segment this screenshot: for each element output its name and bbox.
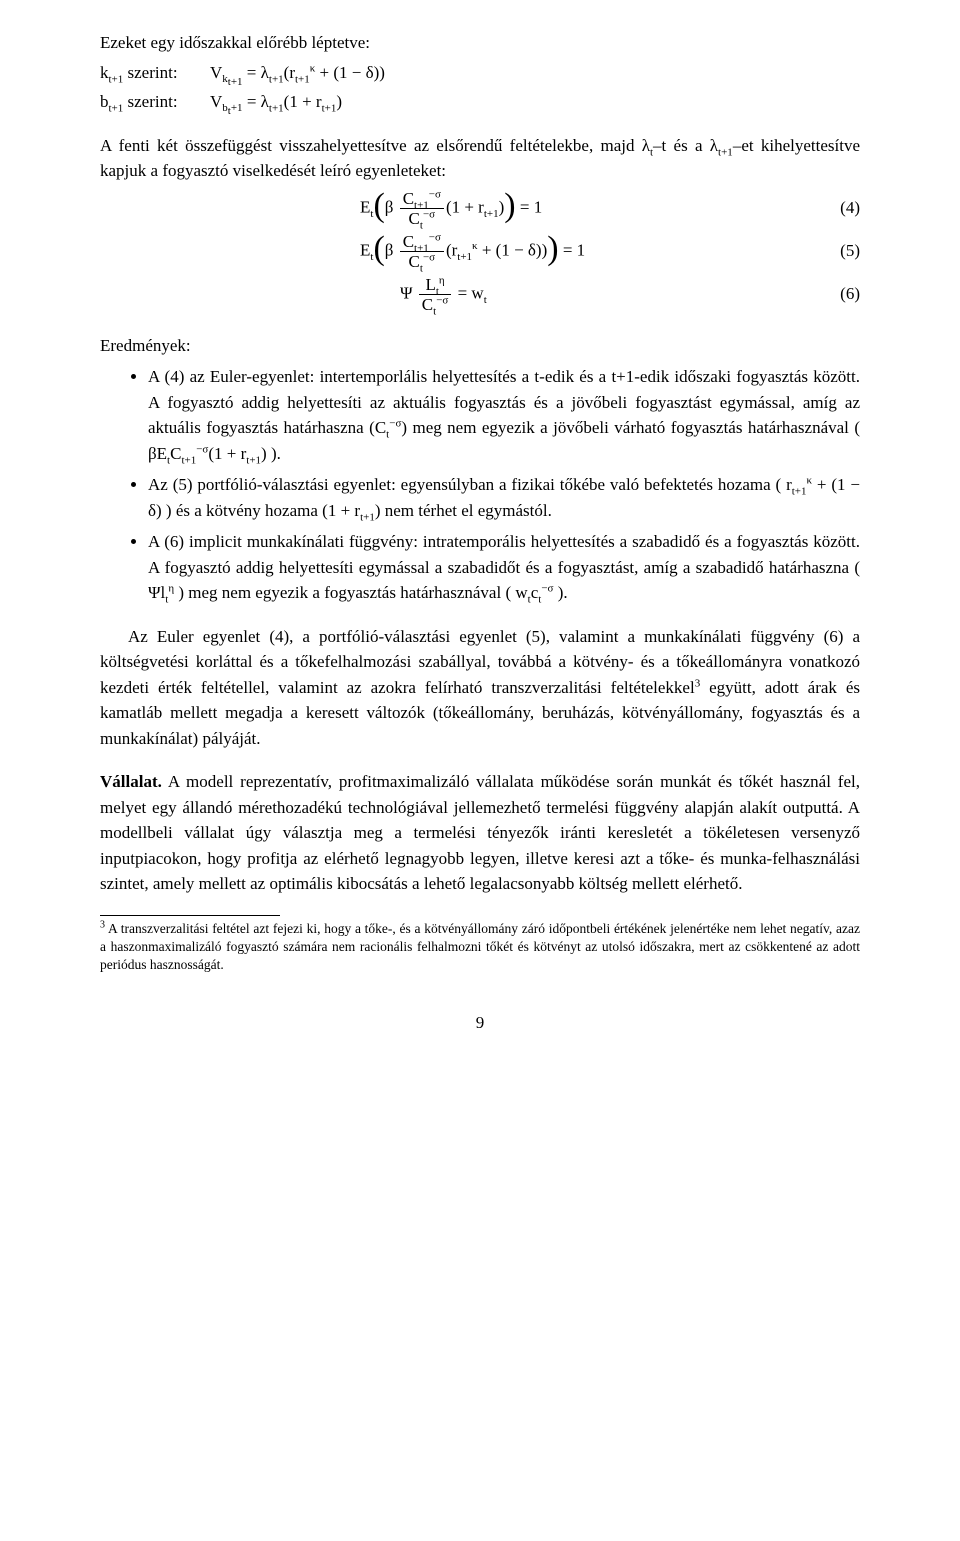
intro-line: Ezeket egy időszakkal előrébb léptetve:: [100, 30, 860, 56]
bullet-3: A (6) implicit munkakínálati függvény: i…: [148, 529, 860, 606]
eq-b-body: Vbt+1 = λt+1(1 + rt+1): [210, 89, 820, 115]
bullet-1: A (4) az Euler-egyenlet: intertemporláli…: [148, 364, 860, 466]
para-mid: A fenti két összefüggést visszahelyettes…: [100, 133, 860, 184]
eq-b-label: bt+1 szerint:: [100, 89, 210, 115]
footnote-text: A transzverzalitási feltétel azt fejezi …: [100, 921, 860, 972]
section-title: Vállalat.: [100, 772, 162, 791]
bullet-2: Az (5) portfólió-választási egyenlet: eg…: [148, 472, 860, 523]
eq4-num: (4): [820, 195, 860, 221]
eq-line-k: kt+1 szerint: Vkt+1 = λt+1(rt+1κ + (1 − …: [100, 60, 860, 86]
page-number: 9: [100, 1010, 860, 1036]
eq6-body: Ψ LtηCt−σ = wt: [400, 276, 820, 313]
equation-6: Ψ LtηCt−σ = wt (6): [100, 276, 860, 313]
eq5-num: (5): [820, 238, 860, 264]
eq5-body: Et(β Ct+1−σCt−σ(rt+1κ + (1 − δ))) = 1: [360, 233, 820, 270]
equation-5: Et(β Ct+1−σCt−σ(rt+1κ + (1 − δ))) = 1 (5…: [100, 233, 860, 270]
eq6-num: (6): [820, 281, 860, 307]
para-after-bullets: Az Euler egyenlet (4), a portfólió-válas…: [100, 624, 860, 752]
results-heading: Eredmények:: [100, 333, 860, 359]
eq4-body: Et(β Ct+1−σCt−σ(1 + rt+1)) = 1: [360, 190, 820, 227]
section-body: A modell reprezentatív, profitmaximalizá…: [100, 772, 860, 893]
footnote-separator: [100, 915, 280, 916]
eq-line-b: bt+1 szerint: Vbt+1 = λt+1(1 + rt+1): [100, 89, 860, 115]
footnote-3: 3 A transzverzalitási feltétel azt fejez…: [100, 920, 860, 975]
eq-k-body: Vkt+1 = λt+1(rt+1κ + (1 − δ)): [210, 60, 820, 86]
section-vallalat: Vállalat. A modell reprezentatív, profit…: [100, 769, 860, 897]
eq-k-label: kt+1 szerint:: [100, 60, 210, 86]
equation-4: Et(β Ct+1−σCt−σ(1 + rt+1)) = 1 (4): [100, 190, 860, 227]
results-bullets: A (4) az Euler-egyenlet: intertemporláli…: [100, 364, 860, 606]
